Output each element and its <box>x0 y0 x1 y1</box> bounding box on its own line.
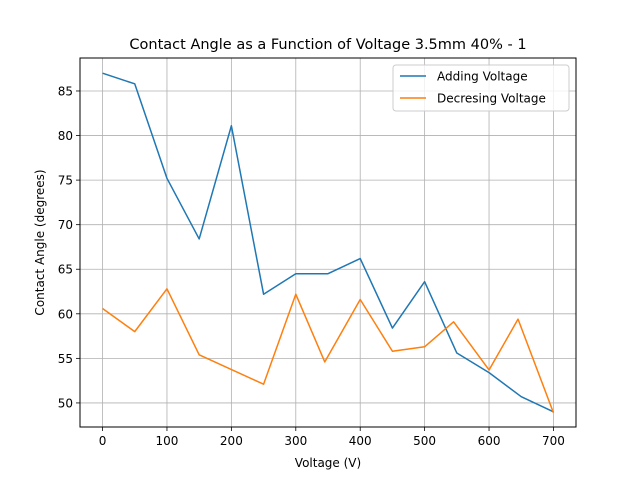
y-axis-ticks: 50 55 60 65 70 75 80 85 <box>58 84 80 410</box>
legend-label: Decresing Voltage <box>437 92 546 106</box>
series-line-1 <box>102 72 554 413</box>
series-line-2 <box>102 288 555 414</box>
y-tick-label: 55 <box>58 352 73 366</box>
y-tick-label: 60 <box>58 307 73 321</box>
legend: Adding Voltage Decresing Voltage <box>392 64 570 112</box>
x-axis-label: Voltage (V) <box>295 456 361 470</box>
y-tick-label: 85 <box>58 84 73 98</box>
x-tick-label: 500 <box>413 434 436 448</box>
y-tick-label: 50 <box>58 396 73 410</box>
y-axis-label: Contact Angle (degrees) <box>33 169 47 315</box>
x-tick-label: 100 <box>156 434 179 448</box>
legend-box <box>392 64 570 112</box>
legend-label: Adding Voltage <box>437 70 528 84</box>
x-tick-label: 200 <box>220 434 243 448</box>
grid-lines <box>80 58 576 427</box>
x-tick-label: 300 <box>284 434 307 448</box>
x-tick-label: 0 <box>99 434 107 448</box>
x-tick-label: 600 <box>478 434 501 448</box>
x-tick-label: 700 <box>542 434 565 448</box>
x-axis-ticks: 0 100 200 300 400 500 600 700 <box>99 427 565 448</box>
series-lines <box>102 72 555 414</box>
plot-frame <box>79 57 577 428</box>
y-tick-label: 65 <box>58 263 73 277</box>
y-tick-label: 80 <box>58 129 73 143</box>
y-tick-label: 70 <box>58 218 73 232</box>
y-tick-label: 75 <box>58 174 73 188</box>
chart-title: Contact Angle as a Function of Voltage 3… <box>129 37 526 53</box>
x-tick-label: 400 <box>349 434 372 448</box>
